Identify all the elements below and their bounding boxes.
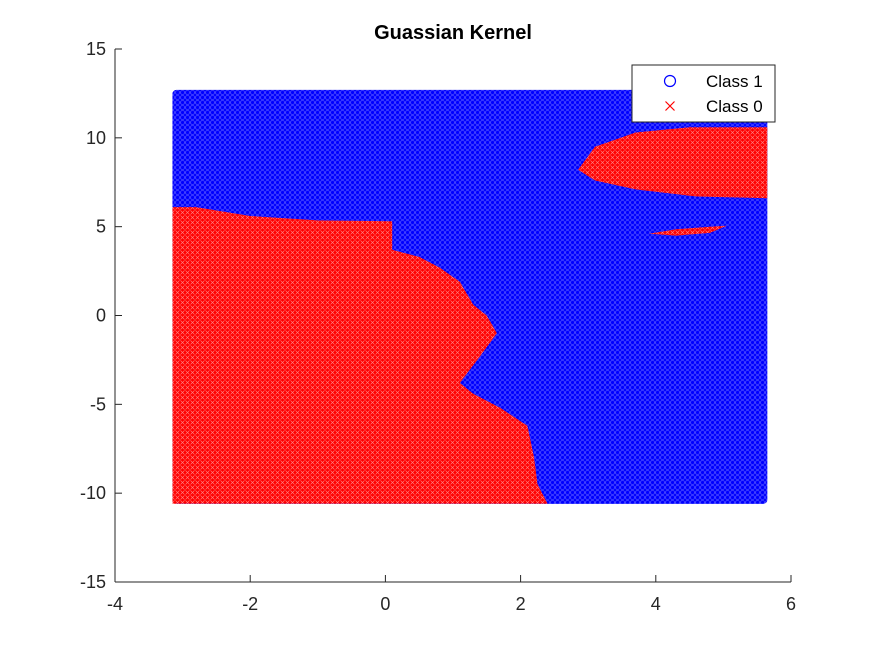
x-tick-label: -2 <box>242 594 258 614</box>
axes: -4 -2 0 2 4 6 -15 -10 -5 0 5 10 15 <box>80 39 796 614</box>
y-tick-label: -5 <box>90 394 106 414</box>
class-0-island-region <box>578 127 768 199</box>
legend-box <box>631 64 776 123</box>
x-tick-label: -4 <box>107 594 123 614</box>
legend-marker-circle <box>663 74 677 88</box>
y-tick-label: 5 <box>96 217 106 237</box>
y-tick-label: -15 <box>80 572 106 592</box>
x-tick-label: 0 <box>380 594 390 614</box>
plot-region-layer <box>172 89 768 504</box>
legend: Class 1 Class 0 <box>631 64 776 123</box>
x-tick-label: 2 <box>516 594 526 614</box>
legend-label: Class 0 <box>706 97 763 116</box>
chart-title: Guassian Kernel <box>374 22 532 44</box>
x-tick-label: 4 <box>651 594 661 614</box>
y-tick-label: -10 <box>80 483 106 503</box>
legend-marker-x <box>665 101 675 111</box>
y-tick-label: 0 <box>96 306 106 326</box>
class-0-island-region <box>649 225 727 236</box>
x-tick-label: 6 <box>786 594 796 614</box>
y-tick-label: 10 <box>86 128 106 148</box>
y-tick-label: 15 <box>86 39 106 59</box>
legend-label: Class 1 <box>706 72 763 91</box>
class-0-main-region <box>172 207 548 504</box>
